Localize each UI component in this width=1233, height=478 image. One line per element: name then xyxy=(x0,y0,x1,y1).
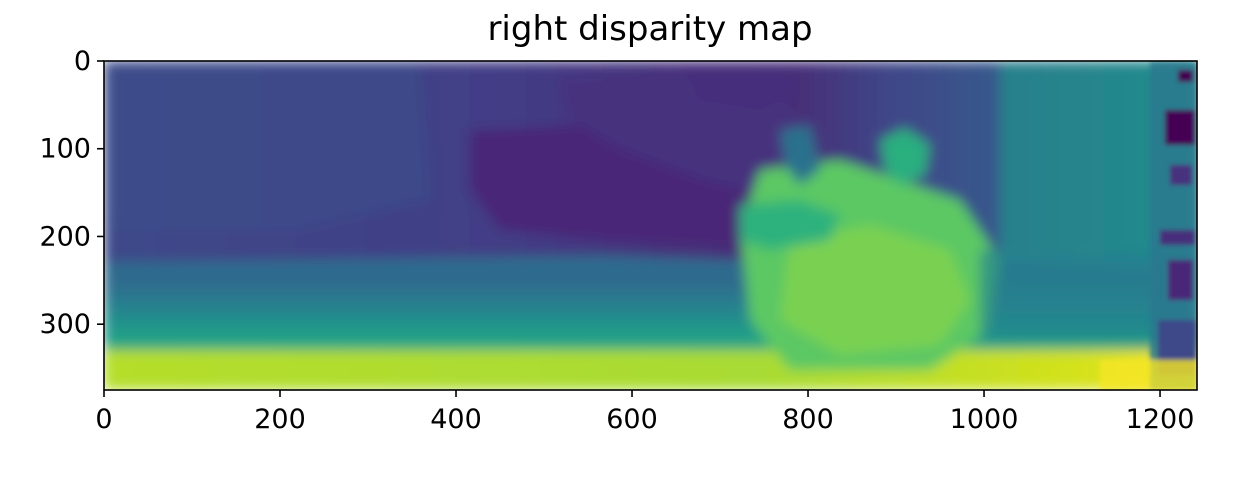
x-axis: 0 200 400 600 800 1000 1200 xyxy=(95,390,1194,435)
x-tick-label: 1200 xyxy=(1126,404,1195,435)
y-tick-label: 200 xyxy=(39,221,91,252)
y-tick-label: 100 xyxy=(39,134,91,165)
x-tick-label: 1000 xyxy=(950,404,1019,435)
y-tick-label: 300 xyxy=(39,309,91,340)
plot-frame xyxy=(103,60,1198,391)
x-tick-label: 400 xyxy=(430,404,482,435)
chart-title: right disparity map xyxy=(487,9,812,49)
x-tick-label: 0 xyxy=(95,404,112,435)
x-tick-label: 800 xyxy=(782,404,834,435)
y-tick-label: 0 xyxy=(74,46,91,77)
x-tick-label: 200 xyxy=(254,404,306,435)
heatmap-image xyxy=(104,61,1197,390)
y-axis: 0 100 200 300 xyxy=(39,46,104,340)
x-tick-label: 600 xyxy=(606,404,658,435)
